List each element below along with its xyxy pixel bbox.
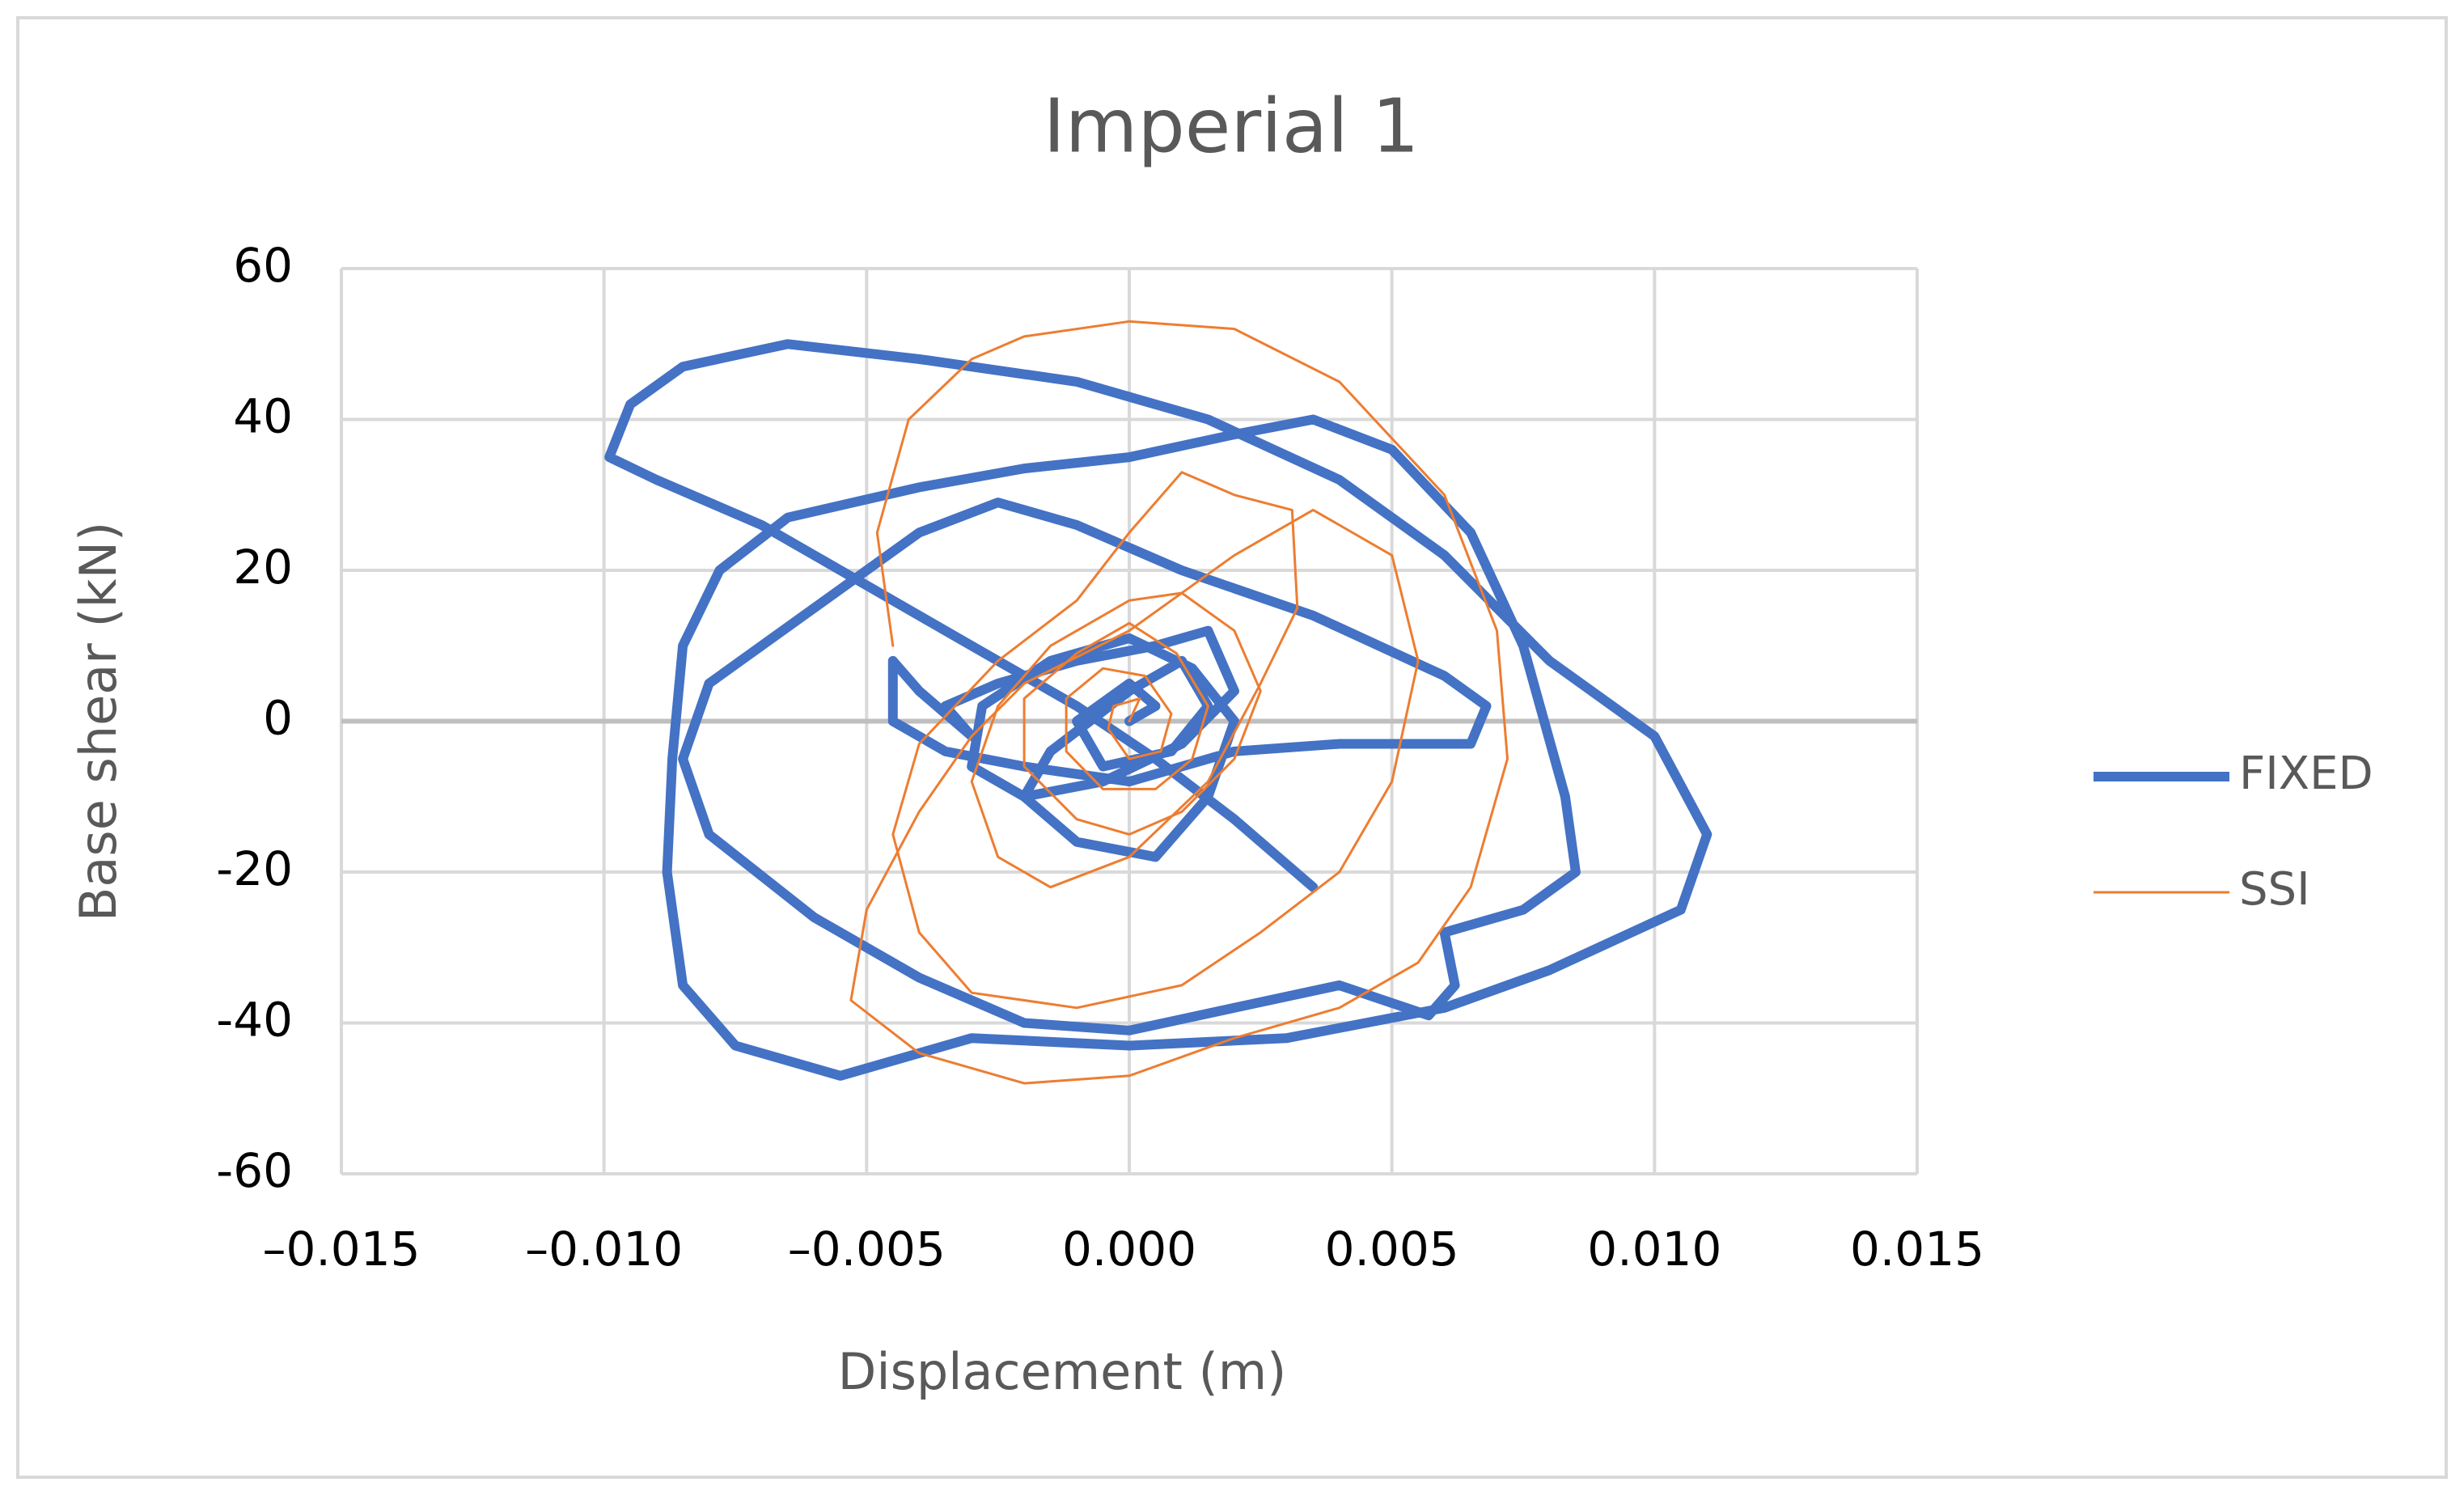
x-axis-title: Displacement (m) [838,1342,1287,1401]
y-tick-label: 40 [233,389,293,444]
y-axis-title: Base shear (kN) [69,522,128,921]
y-tick-label: 0 [263,691,293,746]
y-tick-label: -20 [216,841,293,896]
x-tick-label: 0.005 [1325,1222,1459,1277]
y-tick-label: 20 [233,540,293,595]
y-tick-label: -40 [216,993,293,1048]
x-tick-label: –0.010 [525,1222,683,1277]
x-tick-label: 0.015 [1850,1222,1984,1277]
chart-title: Imperial 1 [1044,83,1420,169]
series-line [849,320,1509,1085]
x-tick-label: –0.005 [788,1222,946,1277]
legend-label: SSI [2239,863,2310,916]
y-tick-label: -60 [216,1143,293,1198]
x-tick-label: –0.015 [262,1222,420,1277]
x-tick-label: 0.000 [1062,1222,1196,1277]
x-tick-label: 0.010 [1587,1222,1721,1277]
series-line [604,339,1713,1081]
legend-label: FIXED [2239,748,2373,800]
y-tick-label: 60 [233,238,293,293]
